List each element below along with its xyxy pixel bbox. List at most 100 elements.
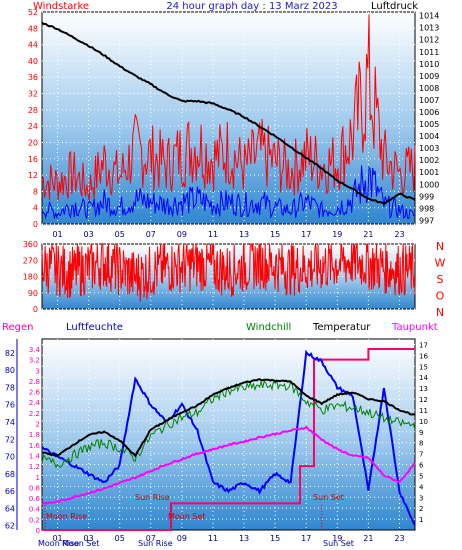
y-right-tick: 1013 xyxy=(419,24,439,33)
regen-tick: 0.2 xyxy=(29,516,40,524)
windchill-label: Windchill xyxy=(246,322,291,333)
temp-tick: 4 xyxy=(419,483,424,491)
humidity-tick: 80 xyxy=(5,366,15,375)
compass-letter: N xyxy=(436,306,444,319)
bottom-moon-rise: Moon Rise xyxy=(38,539,79,548)
x-tick-label: 09 xyxy=(177,230,187,239)
temp-tick: 16 xyxy=(419,352,428,360)
x-tick-label: 15 xyxy=(270,230,280,239)
y-dir-tick: 270 xyxy=(23,256,38,265)
plot1-series xyxy=(41,14,416,220)
series-regen xyxy=(42,348,415,531)
y-left-tick: 20 xyxy=(28,138,38,147)
regen-tick: 0 xyxy=(36,527,40,535)
y-left-tick: 28 xyxy=(28,106,38,115)
plot2-series xyxy=(41,242,416,302)
y-left-tick: 12 xyxy=(28,171,38,180)
x-tick-label: 11 xyxy=(208,230,218,239)
temperatur-label: Temperatur xyxy=(312,322,371,333)
y-right-tick: 1000 xyxy=(419,180,439,189)
plot3-x-ticks: 01 03 05 07 09 11 13 15 17 19 21 23 xyxy=(52,534,404,543)
x-tick-label: 01 xyxy=(52,534,62,543)
y-left-tick: 36 xyxy=(28,73,38,82)
humidity-tick: 64 xyxy=(5,504,15,513)
regen-tick: 0.4 xyxy=(29,506,41,514)
humidity-tick: 68 xyxy=(5,470,15,479)
compass-letter: O xyxy=(436,290,445,303)
y-left-tick: 0 xyxy=(33,220,38,229)
temp-tick: 1 xyxy=(419,516,423,524)
y-dir-tick: 180 xyxy=(23,273,38,282)
regen-tick: 0.8 xyxy=(29,484,40,492)
temp-tick: 15 xyxy=(419,363,428,371)
plot2-y-ticks: 0 90 180 270 360 xyxy=(23,240,38,314)
luftfeuchte-label: Luftfeuchte xyxy=(66,322,123,333)
regen-tick: 3 xyxy=(36,367,40,375)
temp-tick: 5 xyxy=(419,472,423,480)
y-left-tick: 4 xyxy=(33,204,38,213)
x-tick-label: 17 xyxy=(301,534,311,543)
y-right-tick: 1001 xyxy=(419,168,439,177)
y-right-tick: 998 xyxy=(419,204,434,213)
bottom-event-labels: Moon Rise Sun Rise Moon Set Sun Set xyxy=(38,539,354,548)
humidity-tick: 78 xyxy=(5,383,15,392)
series-windrichtung xyxy=(41,242,416,302)
luftdruck-label: Luftdruck xyxy=(371,1,418,12)
y-dir-tick: 360 xyxy=(23,240,38,249)
y-right-tick: 1009 xyxy=(419,72,439,81)
regen-label: Regen xyxy=(2,322,34,333)
windstarke-label: Windstarke xyxy=(33,1,89,12)
moon-rise-annotation: Moon Rise xyxy=(46,512,87,521)
y-left-tick: 52 xyxy=(28,8,38,17)
y-right-tick: 1012 xyxy=(419,36,439,45)
temp-tick: 2 xyxy=(419,505,423,513)
humidity-tick: 72 xyxy=(5,435,15,444)
taupunkt-label: Taupunkt xyxy=(391,322,438,333)
chart-title: 24 hour graph day : 13 Marz 2023 xyxy=(166,1,337,12)
temperature-humidity-panel: Regen Luftfeuchte Windchill Temperatur T… xyxy=(2,322,438,548)
y-right-tick: 1008 xyxy=(419,84,439,93)
temp-tick: 13 xyxy=(419,385,428,393)
y-right-tick: 1011 xyxy=(419,48,439,57)
regen-tick: 1.2 xyxy=(29,463,40,471)
series-windboen xyxy=(41,14,416,201)
x-tick-label: 13 xyxy=(239,230,249,239)
x-tick-label: 17 xyxy=(301,230,311,239)
x-tick-label: 05 xyxy=(115,230,125,239)
y-right-tick: 1006 xyxy=(419,108,439,117)
regen-tick: 1.8 xyxy=(29,431,40,439)
y-right-tick: 1007 xyxy=(419,96,439,105)
temp-tick: 3 xyxy=(419,494,423,502)
y-dir-tick: 90 xyxy=(28,289,38,298)
y-left-tick: 16 xyxy=(28,155,38,164)
y-dir-tick: 0 xyxy=(33,305,38,314)
compass-letter: N xyxy=(436,240,444,253)
x-tick-label: 03 xyxy=(84,534,94,543)
regen-tick: 2.6 xyxy=(29,389,41,397)
y-right-tick: 997 xyxy=(419,216,434,225)
regen-tick: 3.4 xyxy=(29,346,41,354)
series-luftfeuchte xyxy=(41,349,416,526)
y-left-tick: 48 xyxy=(28,24,38,33)
y-left-tick: 8 xyxy=(33,187,38,196)
humidity-tick: 66 xyxy=(5,487,15,496)
humidity-tick: 62 xyxy=(5,522,15,531)
x-tick-label: 11 xyxy=(208,534,218,543)
temp-tick: 10 xyxy=(419,418,428,426)
x-tick-label: 01 xyxy=(52,230,62,239)
plot1-x-ticks: 01 03 05 07 09 11 13 15 17 19 21 23 xyxy=(52,230,404,239)
regen-tick: 1.6 xyxy=(29,442,41,450)
humidity-tick: 70 xyxy=(5,453,15,462)
compass-letter: W xyxy=(435,257,446,270)
bottom-moon-set: Moon Set xyxy=(62,539,99,548)
regen-tick: 1 xyxy=(36,474,40,482)
plot1-y-right-ticks: 997 998 999 1000 1001 1002 1003 1004 1005 1006 100… xyxy=(419,12,439,226)
y-left-tick: 24 xyxy=(28,122,38,131)
plot3-regen-ticks: 0 0.2 0.4 0.6 0.8 1 1.2 1.4 1.6 1.8 2 2.2 2.4 2.6 2.8 3… xyxy=(29,346,41,535)
series-windchill xyxy=(41,378,416,469)
x-tick-label: 05 xyxy=(115,534,125,543)
bottom-sun-set: Sun Set xyxy=(323,539,354,548)
